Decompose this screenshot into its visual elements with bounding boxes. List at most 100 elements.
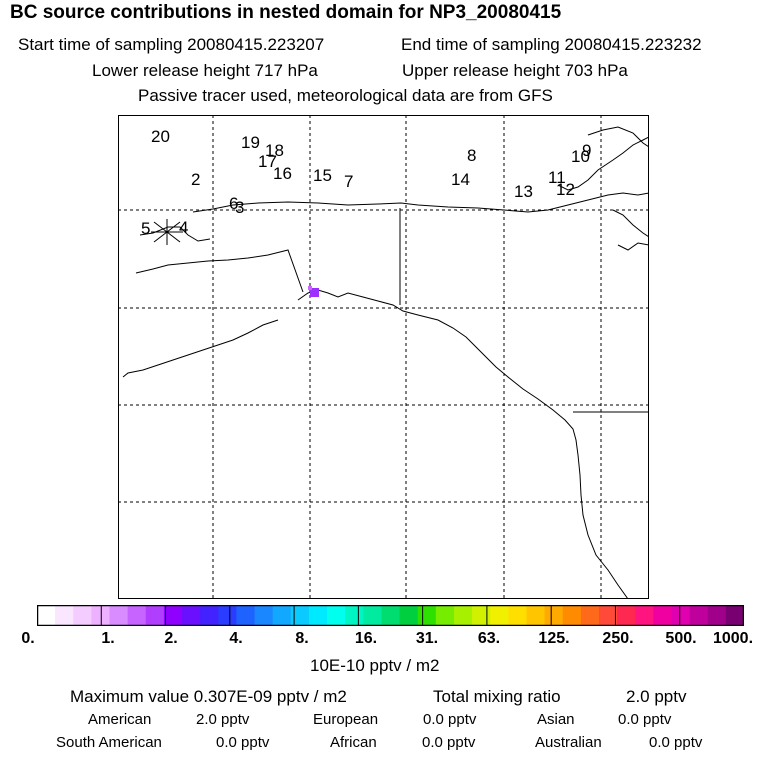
map-panel bbox=[118, 115, 649, 599]
colorbar-segment bbox=[453, 605, 473, 626]
colorbar bbox=[36, 604, 745, 627]
region-value: 0.0 pptv bbox=[649, 734, 703, 751]
colorbar-segment bbox=[562, 605, 582, 626]
tracer-note-text: Passive tracer used, meteorological data… bbox=[138, 86, 553, 105]
colorbar-segment bbox=[635, 605, 654, 626]
region-name: American bbox=[88, 711, 152, 728]
colorbar-segment bbox=[363, 605, 382, 626]
trajectory-label: 3 bbox=[235, 198, 245, 217]
colorbar-segment bbox=[55, 605, 74, 626]
colorbar-tick-label: 1. bbox=[101, 630, 115, 647]
colorbar-segment bbox=[254, 605, 274, 626]
trajectory-label: 12 bbox=[556, 180, 575, 199]
colorbar-segment bbox=[91, 605, 111, 626]
total-mixing-label: Total mixing ratio bbox=[433, 687, 561, 706]
colorbar-segment bbox=[671, 605, 691, 626]
trajectory-label: 9 bbox=[582, 141, 592, 160]
max-value-text: Maximum value 0.307E-09 pptv / m2 bbox=[70, 687, 347, 706]
colorbar-tick-label: 31. bbox=[415, 630, 439, 647]
start-time-text: Start time of sampling 20080415.223207 bbox=[18, 35, 325, 54]
region-name: African bbox=[330, 734, 377, 751]
cross-marker bbox=[151, 219, 183, 245]
region-name: South American bbox=[56, 734, 162, 751]
colorbar-segment bbox=[73, 605, 92, 626]
trajectory-label: 10 bbox=[571, 147, 590, 166]
colorbar-segment bbox=[435, 605, 455, 626]
lat-lon-grid bbox=[118, 115, 649, 599]
colorbar-segment bbox=[272, 605, 292, 626]
colorbar-tick-label: 125. bbox=[538, 630, 570, 647]
trajectory-label: 14 bbox=[451, 170, 470, 189]
trajectory-label: 18 bbox=[265, 141, 284, 160]
region-value: 0.0 pptv bbox=[422, 734, 476, 751]
colorbar-segment bbox=[381, 605, 401, 626]
colorbar-tick-label: 1000. bbox=[712, 630, 754, 647]
colorbar-segment bbox=[218, 605, 237, 626]
source-marker-edge bbox=[308, 286, 312, 290]
colorbar-segment bbox=[472, 605, 491, 626]
coastlines bbox=[122, 126, 649, 599]
colorbar-tick-label: 63. bbox=[477, 630, 501, 647]
trajectory-label: 7 bbox=[344, 172, 354, 191]
region-name: Asian bbox=[537, 711, 575, 728]
source-marker bbox=[310, 288, 319, 297]
colorbar-segment bbox=[725, 605, 745, 626]
map-border bbox=[118, 115, 649, 599]
trajectory-label: 6 bbox=[229, 194, 239, 213]
colorbar-segment bbox=[109, 605, 129, 626]
colorbar-segment bbox=[345, 605, 364, 626]
colorbar-segment bbox=[290, 605, 310, 626]
trajectory-label: 19 bbox=[241, 133, 260, 152]
trajectory-label: 13 bbox=[514, 182, 533, 201]
colorbar-segment bbox=[399, 605, 419, 626]
trajectory-label: 15 bbox=[313, 166, 332, 185]
region-name: European bbox=[313, 711, 379, 728]
trajectory-label: 2 bbox=[191, 170, 201, 189]
colorbar-segment bbox=[308, 605, 328, 626]
trajectory-label: 11 bbox=[548, 168, 566, 187]
colorbar-segment bbox=[37, 605, 56, 626]
trajectory-label: 5 bbox=[141, 219, 151, 238]
colorbar-segment bbox=[163, 605, 183, 626]
colorbar-segment bbox=[145, 605, 165, 626]
colorbar-segment bbox=[707, 605, 727, 626]
colorbar-segment bbox=[236, 605, 256, 626]
total-mixing-value: 2.0 pptv bbox=[626, 687, 687, 706]
colorbar-segment bbox=[508, 605, 527, 626]
colorbar-segment bbox=[526, 605, 546, 626]
region-name: Australian bbox=[535, 734, 602, 751]
colorbar-segment bbox=[653, 605, 672, 626]
colorbar-tick-label: 2. bbox=[164, 630, 178, 647]
colorbar-segment bbox=[580, 605, 600, 626]
map-svg bbox=[118, 115, 649, 599]
region-value: 0.0 pptv bbox=[216, 734, 270, 751]
colorbar-segment bbox=[544, 605, 564, 626]
lower-release-text: Lower release height 717 hPa bbox=[92, 61, 318, 80]
colorbar-segment bbox=[490, 605, 509, 626]
colorbar-segment bbox=[182, 605, 201, 626]
colorbar-border bbox=[36, 604, 745, 627]
upper-release-text: Upper release height 703 hPa bbox=[402, 61, 628, 80]
colorbar-tick-label: 16. bbox=[354, 630, 378, 647]
colorbar-segment bbox=[689, 605, 709, 626]
colorbar-segment bbox=[200, 605, 219, 626]
trajectory-label: 16 bbox=[273, 164, 292, 183]
trajectory-label: 8 bbox=[467, 146, 477, 165]
trajectory-label: 17 bbox=[258, 152, 277, 171]
region-value: 0.0 pptv bbox=[423, 711, 477, 728]
region-value: 0.0 pptv bbox=[618, 711, 672, 728]
region-value: 2.0 pptv bbox=[196, 711, 250, 728]
plot-title: BC source contributions in nested domain… bbox=[10, 2, 562, 23]
colorbar-segment bbox=[417, 605, 437, 626]
colorbar-tick-label: 0. bbox=[21, 630, 35, 647]
colorbar-segment bbox=[617, 605, 636, 626]
colorbar-tick-label: 8. bbox=[295, 630, 309, 647]
colorbar-tick-label: 500. bbox=[665, 630, 697, 647]
end-time-text: End time of sampling 20080415.223232 bbox=[401, 35, 702, 54]
colorbar-tick-label: 4. bbox=[229, 630, 243, 647]
colorbar-svg bbox=[36, 604, 745, 627]
trajectory-label: 4 bbox=[179, 218, 189, 237]
colorbar-segment bbox=[598, 605, 618, 626]
trajectory-label: 20 bbox=[151, 127, 170, 146]
colorbar-segment bbox=[327, 605, 346, 626]
